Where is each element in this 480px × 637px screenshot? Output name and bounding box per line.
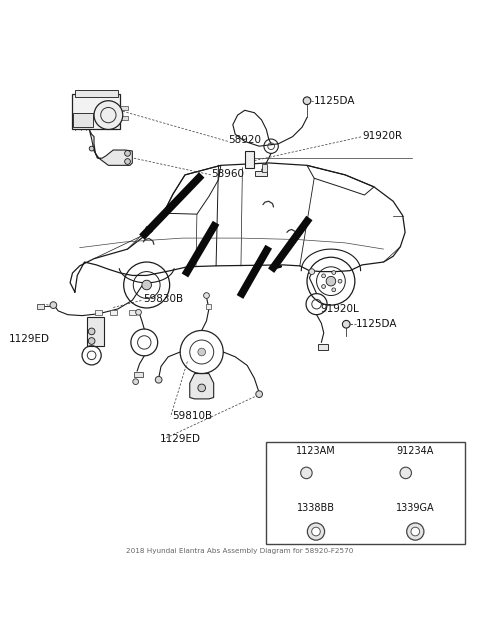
Text: 91234A: 91234A xyxy=(396,445,434,455)
Text: 91920R: 91920R xyxy=(362,131,402,141)
Bar xyxy=(129,310,136,315)
Circle shape xyxy=(136,310,142,315)
Circle shape xyxy=(322,285,325,289)
Text: 58960: 58960 xyxy=(211,169,244,180)
Bar xyxy=(73,113,93,127)
Circle shape xyxy=(338,279,342,283)
Bar xyxy=(36,304,44,309)
Bar xyxy=(87,317,104,346)
Text: 1129ED: 1129ED xyxy=(159,434,201,444)
Bar xyxy=(262,164,267,171)
Circle shape xyxy=(332,271,336,275)
Circle shape xyxy=(300,467,312,478)
Bar xyxy=(110,310,117,315)
Circle shape xyxy=(342,320,350,328)
Circle shape xyxy=(50,302,57,308)
Text: 1125DA: 1125DA xyxy=(356,319,397,329)
Bar xyxy=(318,344,328,350)
Polygon shape xyxy=(190,373,214,399)
Circle shape xyxy=(89,147,94,151)
Circle shape xyxy=(133,379,139,385)
Bar xyxy=(134,372,144,377)
Polygon shape xyxy=(89,129,132,166)
Text: 59830B: 59830B xyxy=(144,294,183,304)
Text: 59810B: 59810B xyxy=(172,411,212,421)
Circle shape xyxy=(198,384,205,392)
Text: 1339GA: 1339GA xyxy=(396,503,434,513)
Circle shape xyxy=(256,390,263,397)
Bar xyxy=(266,441,465,545)
Circle shape xyxy=(407,523,424,540)
Circle shape xyxy=(411,527,420,536)
Bar xyxy=(72,94,120,129)
Circle shape xyxy=(312,527,320,536)
Circle shape xyxy=(332,288,336,292)
Circle shape xyxy=(198,348,205,356)
Circle shape xyxy=(309,269,315,275)
Circle shape xyxy=(326,276,336,286)
Circle shape xyxy=(125,159,131,164)
Text: 1129ED: 1129ED xyxy=(9,334,50,343)
Circle shape xyxy=(204,292,209,298)
Text: 1125DA: 1125DA xyxy=(314,96,356,106)
Text: 1338BB: 1338BB xyxy=(297,503,335,513)
Bar xyxy=(120,106,128,110)
Text: 2018 Hyundai Elantra Abs Assembly Diagram for 58920-F2570: 2018 Hyundai Elantra Abs Assembly Diagra… xyxy=(126,548,354,554)
Circle shape xyxy=(94,101,123,129)
Circle shape xyxy=(400,467,411,478)
Bar xyxy=(255,171,267,176)
Circle shape xyxy=(307,523,324,540)
Bar xyxy=(245,151,254,168)
Bar xyxy=(75,90,118,97)
Circle shape xyxy=(88,338,95,345)
Bar xyxy=(120,116,128,120)
Circle shape xyxy=(142,280,152,290)
Circle shape xyxy=(125,150,131,156)
Text: 91920L: 91920L xyxy=(321,304,359,314)
Bar xyxy=(96,310,102,315)
Circle shape xyxy=(156,376,162,383)
Text: 58920: 58920 xyxy=(228,136,261,145)
Circle shape xyxy=(88,328,95,335)
Text: 1123AM: 1123AM xyxy=(296,445,336,455)
Circle shape xyxy=(322,274,325,278)
Circle shape xyxy=(303,97,311,104)
Bar xyxy=(205,304,211,309)
